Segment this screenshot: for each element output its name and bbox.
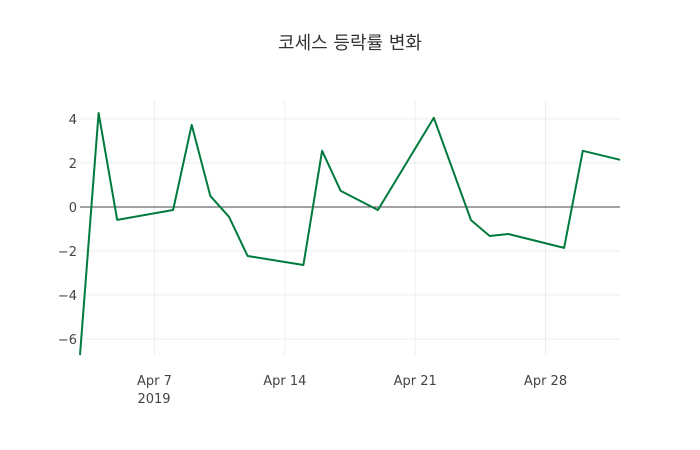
x-axis: 2019 Apr 7 Apr 14 Apr 21 Apr 28 xyxy=(137,374,567,407)
y-axis: 4 2 0 −2 −4 −6 xyxy=(58,113,77,348)
y-tick-label: −6 xyxy=(58,333,77,348)
y-tick-label: −2 xyxy=(58,245,77,260)
y-tick-label: 0 xyxy=(69,201,77,216)
x-tick-label: Apr 7 xyxy=(137,374,172,389)
chart-title: 코세스 등락률 변화 xyxy=(278,33,422,54)
y-tick-label: −4 xyxy=(58,289,77,304)
x-tick-label: Apr 14 xyxy=(263,374,306,389)
y-tick-label: 2 xyxy=(69,157,77,172)
y-tick-label: 4 xyxy=(69,113,77,128)
x-tick-label: Apr 21 xyxy=(394,374,437,389)
x-tick-year: 2019 xyxy=(137,392,170,407)
series-layer xyxy=(79,112,621,356)
gridlines xyxy=(80,100,620,355)
x-tick-label: Apr 28 xyxy=(524,374,567,389)
series-line xyxy=(79,112,621,356)
